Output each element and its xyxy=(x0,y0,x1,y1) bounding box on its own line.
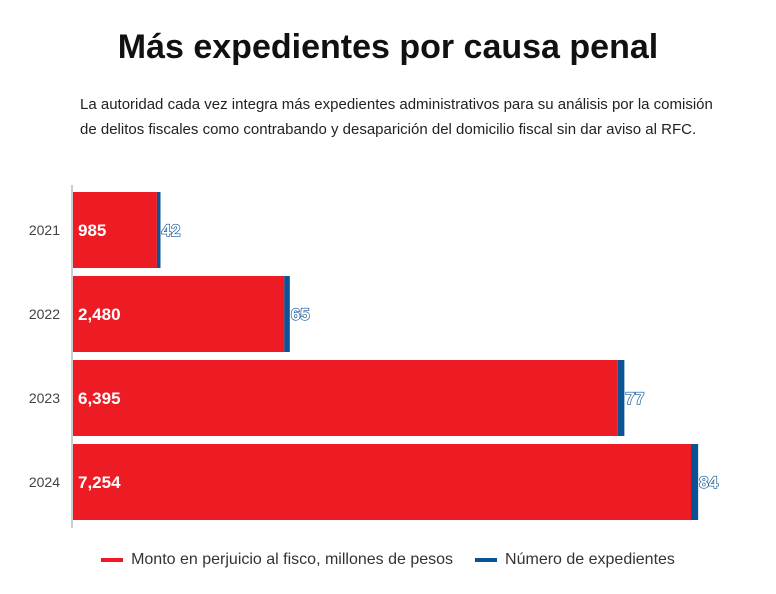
legend-swatch xyxy=(101,558,124,562)
legend-swatch xyxy=(475,558,498,562)
y-tick-label: 2021 xyxy=(29,222,60,238)
legend-label: Número de expedientes xyxy=(505,551,675,568)
chart-subtitle: La autoridad cada vez integra más expedi… xyxy=(80,96,713,138)
legend-label: Monto en perjuicio al fisco, millones de… xyxy=(131,551,454,568)
data-label-expedientes: 42 xyxy=(161,221,180,240)
bar-monto xyxy=(73,360,618,436)
bar-monto xyxy=(73,444,691,520)
legend-item-monto[interactable]: Monto en perjuicio al fisco, millones de… xyxy=(101,551,453,569)
bar-expedientes xyxy=(617,360,625,436)
data-label-monto: 985 xyxy=(78,221,106,240)
y-tick-label: 2022 xyxy=(29,306,60,322)
data-label-expedientes: 77 xyxy=(625,389,644,408)
data-label-monto: 2,480 xyxy=(78,305,121,324)
legend: Monto en perjuicio al fisco, millones de… xyxy=(0,551,776,569)
data-label-monto: 6,395 xyxy=(78,389,121,408)
bar-monto xyxy=(73,192,157,268)
bar-expedientes xyxy=(691,444,699,520)
y-tick-label: 2024 xyxy=(29,474,60,490)
bar-expedientes xyxy=(284,276,290,352)
data-label-expedientes: 65 xyxy=(291,305,310,324)
legend-item-expedientes[interactable]: Número de expedientes xyxy=(475,551,675,569)
bar-expedientes xyxy=(156,192,161,268)
bar-monto xyxy=(73,276,285,352)
data-label-monto: 7,254 xyxy=(78,473,121,492)
chart-title: Más expedientes por causa penal xyxy=(117,28,659,66)
y-tick-label: 2023 xyxy=(29,390,60,406)
data-label-expedientes: 84 xyxy=(699,473,718,492)
